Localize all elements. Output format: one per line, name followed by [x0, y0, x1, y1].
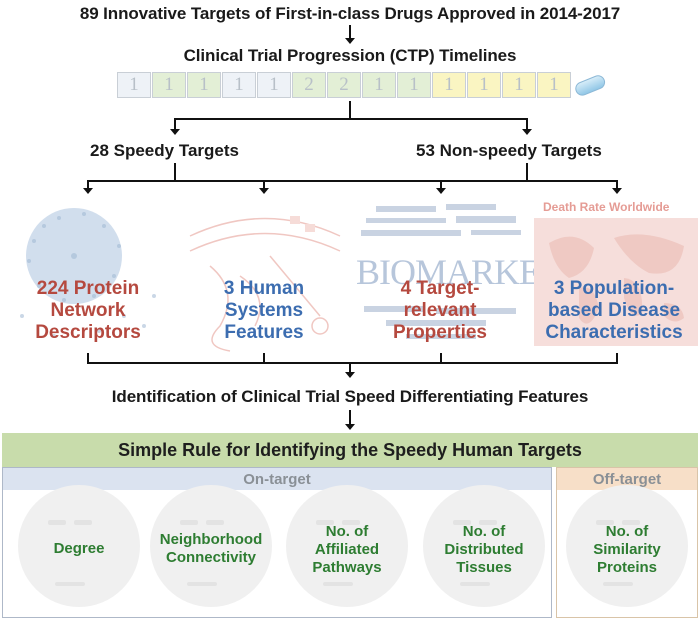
panel-line: 224 Protein — [36, 278, 140, 299]
feature-line: Affiliated — [314, 541, 380, 558]
connector — [349, 410, 351, 426]
connector — [349, 25, 351, 41]
protein-network-panel: 224 Protein Network Descriptors — [2, 278, 174, 344]
ctp-cell: 1 — [397, 72, 431, 98]
connector — [349, 101, 351, 119]
ctp-cell: 1 — [222, 72, 256, 98]
ctp-cell: 1 — [502, 72, 536, 98]
connector — [87, 353, 89, 363]
feature-line: Degree — [53, 540, 105, 557]
arrow-head — [345, 372, 355, 378]
feature-line: No. of — [605, 523, 649, 540]
connector — [440, 353, 442, 363]
ctp-cell: 2 — [292, 72, 326, 98]
arrow-head — [436, 188, 446, 194]
panel-line: relevant — [403, 300, 477, 321]
ctp-cell: 2 — [327, 72, 361, 98]
connector — [616, 180, 618, 190]
ctp-cell: 1 — [467, 72, 501, 98]
panel-line: Features — [224, 322, 304, 343]
face-icon — [566, 485, 688, 607]
panel-line: Systems — [224, 300, 304, 321]
feature-line: Pathways — [312, 559, 382, 576]
feature-distributed-tissues: No. of Distributed Tissues — [423, 522, 545, 578]
human-systems-panel: 3 Human Systems Features — [178, 278, 350, 344]
ctp-cell: 1 — [362, 72, 396, 98]
feature-degree: Degree — [18, 525, 140, 573]
arrow-head — [345, 38, 355, 44]
connector — [174, 118, 527, 120]
feature-line: Tissues — [456, 559, 512, 576]
rule-title-bar: Simple Rule for Identifying the Speedy H… — [2, 433, 698, 467]
connector — [526, 163, 528, 181]
ctp-cell: 1 — [537, 72, 571, 98]
connector — [263, 353, 265, 363]
connector — [174, 163, 176, 181]
arrow-head — [612, 188, 622, 194]
main-title: 89 Innovative Targets of First-in-class … — [79, 4, 621, 23]
ctp-title: Clinical Trial Progression (CTP) Timelin… — [183, 46, 517, 65]
arrow-head — [259, 188, 269, 194]
on-target-header: On-target — [3, 468, 551, 490]
ctp-cell: 1 — [432, 72, 466, 98]
target-properties-panel: 4 Target- relevant Properties — [354, 278, 526, 344]
arrow-head — [522, 129, 532, 135]
connector — [616, 353, 618, 363]
arrow-head — [83, 188, 93, 194]
connector — [349, 362, 351, 374]
panel-line: 3 Population- — [553, 278, 675, 299]
feature-line: No. of — [325, 523, 369, 540]
arrow-head — [345, 424, 355, 430]
death-rate-label: Death Rate Worldwide — [543, 200, 670, 214]
feature-similarity-proteins: No. of Similarity Proteins — [566, 522, 688, 578]
identification-title: Identification of Clinical Trial Speed D… — [111, 387, 589, 406]
panel-line: based Disease — [547, 300, 681, 321]
face-icon — [423, 485, 545, 607]
face-icon — [18, 485, 140, 607]
connector — [526, 118, 528, 132]
network-graph-watermark — [4, 196, 170, 361]
connector — [174, 118, 176, 132]
panel-line: Characteristics — [545, 322, 683, 343]
connector — [87, 362, 618, 364]
panel-line: Network — [50, 300, 126, 321]
connector — [263, 180, 265, 190]
panel-line: 3 Human — [223, 278, 305, 299]
biomarker-watermark-text: BIOMARKER — [356, 252, 564, 292]
non-speedy-targets-label: 53 Non-speedy Targets — [416, 141, 602, 160]
off-target-header: Off-target — [557, 468, 697, 490]
feature-neighborhood-connectivity: Neighborhood Connectivity — [150, 525, 272, 573]
feature-line: Distributed — [444, 541, 524, 558]
ctp-timeline: 1 1 1 1 1 2 2 1 1 1 1 1 1 — [117, 72, 572, 99]
face-icon — [286, 485, 408, 607]
ctp-cell: 1 — [117, 72, 151, 98]
feature-line: Proteins — [596, 559, 657, 576]
pill-icon — [573, 74, 607, 101]
cell-sketch-watermark — [180, 196, 350, 361]
ctp-cell: 1 — [187, 72, 221, 98]
ctp-cell: 1 — [152, 72, 186, 98]
panel-line: Properties — [393, 322, 487, 343]
disease-characteristics-panel: 3 Population- based Disease Characterist… — [528, 278, 700, 344]
connector — [440, 180, 442, 190]
feature-affiliated-pathways: No. of Affiliated Pathways — [286, 522, 408, 578]
word-cloud-watermark — [356, 196, 528, 361]
ctp-cell: 1 — [257, 72, 291, 98]
connector — [87, 180, 89, 190]
panel-line: Descriptors — [35, 322, 141, 343]
feature-line: Connectivity — [165, 549, 256, 566]
speedy-targets-label: 28 Speedy Targets — [90, 141, 239, 160]
feature-line: Neighborhood — [159, 531, 263, 548]
panel-line: 4 Target- — [400, 278, 480, 299]
world-map-watermark — [534, 218, 698, 346]
feature-line: Similarity — [593, 541, 661, 558]
connector — [87, 180, 617, 182]
face-icon — [150, 485, 272, 607]
arrow-head — [170, 129, 180, 135]
feature-line: No. of — [462, 523, 506, 540]
